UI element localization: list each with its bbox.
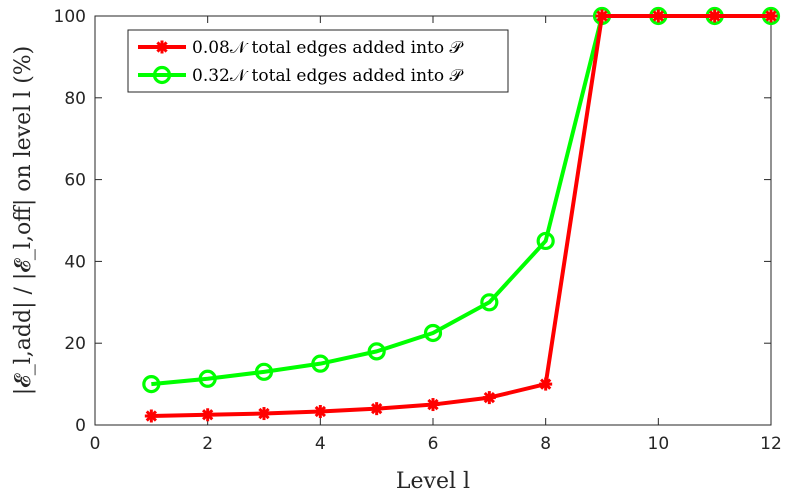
y-tick-label: 60 [64,171,86,191]
series-1-point [482,391,496,405]
series-1-point [764,9,778,23]
y-tick-label: 20 [64,334,86,354]
x-tick-label: 6 [428,434,439,454]
y-tick-label: 40 [64,252,86,272]
axis-ticks: 0 2 4 6 8 10 12 0 20 40 60 80 100 [54,7,782,454]
series-1-point [651,9,665,23]
legend-box [127,29,509,93]
series-1-point [708,9,722,23]
series-2-point [142,375,161,394]
series-2-point [536,231,555,251]
legend-marker-2 [152,65,172,85]
series-1-point [257,407,271,421]
x-axis-label: Level l [396,469,470,494]
series-1-point [313,405,327,419]
x-tick-label: 12 [760,434,782,454]
series-layer [142,6,781,423]
legend-label-2: 0.32𝒩 total edges added into 𝒫 [192,66,464,86]
y-tick-label: 0 [75,416,86,436]
y-axis-label: |𝓔_l,add| / |𝓔_l,off| on level l (%) [11,46,36,396]
series-1-point [426,398,440,412]
y-tick-label: 80 [64,89,86,109]
series-1-point [201,408,215,422]
legend: 0.08𝒩 total edges added into 𝒫 0.32𝒩 tota… [127,29,509,93]
x-tick-label: 2 [202,434,213,454]
series-2-point [367,342,386,361]
series-2-point [480,293,499,312]
x-tick-label: 8 [540,434,551,454]
x-tick-label: 10 [648,434,670,454]
legend-label-1: 0.08𝒩 total edges added into 𝒫 [192,38,464,58]
y-tick-label: 100 [54,7,86,27]
series-1-point [144,409,158,423]
series-1-point [595,9,609,23]
series-1-point [539,377,553,391]
series-2-point [311,354,330,373]
x-tick-label: 4 [315,434,326,454]
series-2-point [198,369,217,388]
series-line-1 [151,14,771,419]
series-2-point [423,323,443,343]
series-2-point [254,362,274,381]
series-1-point [370,402,384,416]
x-tick-label: 0 [90,434,101,454]
legend-marker-1 [155,40,169,54]
